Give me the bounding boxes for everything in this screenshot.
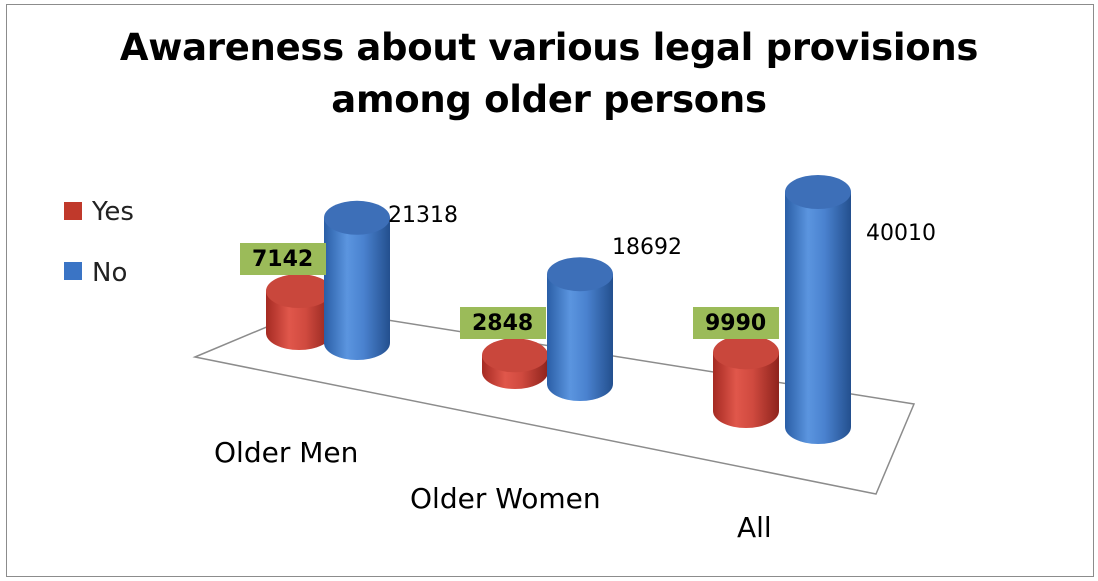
data-label-yes-all-text: 9990: [705, 311, 766, 336]
bar-yes-older-women-top: [482, 338, 548, 373]
data-label-yes-older-women: 2848: [460, 307, 546, 339]
bar-no-all: [785, 175, 851, 444]
legend-swatch-no: [64, 262, 82, 280]
bar-yes-older-men-body: [266, 291, 332, 350]
bar-yes-all-body: [713, 352, 779, 428]
bar-no-older-women-top: [547, 257, 613, 292]
data-label-yes-older-men: 7142: [240, 243, 326, 275]
bar-no-all-body: [785, 192, 851, 444]
data-label-yes-older-men-text: 7142: [252, 247, 313, 272]
legend-label-no: No: [92, 258, 127, 288]
bar-no-older-men-body: [324, 217, 390, 360]
legend-swatch-yes: [64, 202, 82, 220]
data-label-no-older-men-text: 21318: [388, 203, 458, 228]
bar-yes-older-men: [266, 274, 332, 350]
category-label-older-men: Older Men: [214, 436, 358, 469]
data-label-yes-older-women-highlight: [460, 307, 546, 339]
data-label-no-older-women-text: 18692: [612, 235, 682, 260]
bar-yes-older-women: [482, 338, 548, 389]
bar-no-older-women: [547, 257, 613, 401]
bar-yes-all-top: [713, 335, 779, 370]
data-label-yes-all: 9990: [693, 307, 779, 339]
legend: Yes No: [64, 197, 134, 288]
bar-no-older-men: [324, 200, 390, 360]
legend-label-yes: Yes: [91, 197, 134, 227]
bar-no-older-men-top: [324, 200, 390, 235]
bar-no-older-women-body: [547, 274, 613, 401]
chart-title-line-2: among older persons: [331, 78, 767, 121]
data-label-no-all: 40010: [866, 221, 936, 246]
chart-title: Awareness about various legal provisions…: [0, 22, 1098, 126]
data-label-no-older-women: 18692: [612, 235, 682, 260]
data-label-yes-older-women-text: 2848: [472, 311, 533, 336]
data-label-yes-all-highlight: [693, 307, 779, 339]
data-label-no-older-men: 21318: [388, 203, 458, 228]
data-label-no-all-text: 40010: [866, 221, 936, 246]
data-label-yes-older-men-highlight: [240, 243, 326, 275]
chart-title-line-1: Awareness about various legal provisions: [119, 26, 979, 69]
category-label-older-women: Older Women: [410, 482, 601, 515]
bar-no-all-top: [785, 175, 851, 209]
bar-yes-older-men-top: [266, 274, 332, 309]
category-label-all: All: [737, 511, 772, 544]
bar-yes-all: [713, 335, 779, 428]
